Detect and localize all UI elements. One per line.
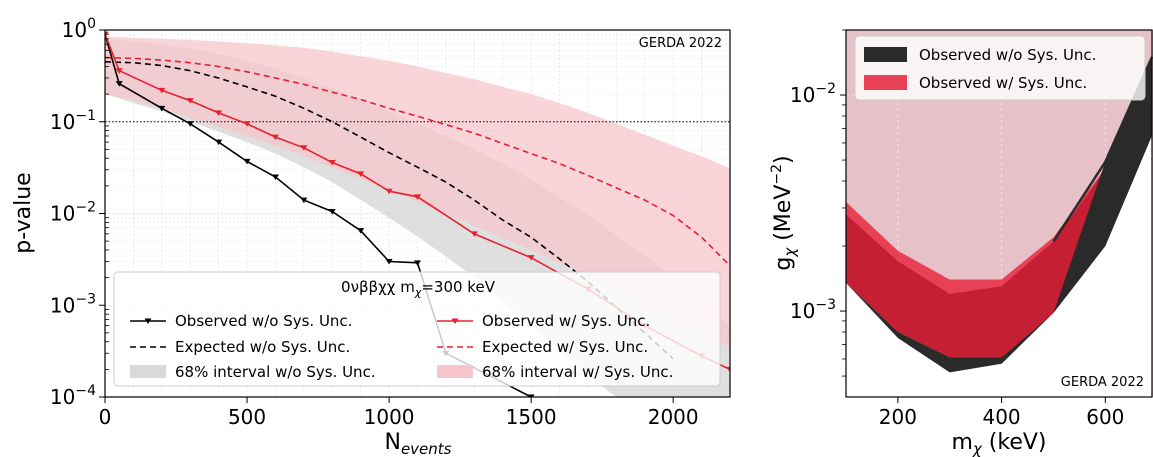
legend-label-observed-w-sys-unc-: Observed w/ Sys. Unc. [919,74,1087,92]
left-legend-items: Observed w/o Sys. Unc. Expected w/o Sys. … [130,312,673,381]
marker-observed-w-o-sys-unc- [357,228,365,234]
marker-observed-w-o-sys-unc- [158,105,166,112]
marker-observed-w-sys-unc- [186,98,194,104]
left-x-axis-label: Nevents [384,430,451,457]
marker-observed-w-sys-unc- [271,134,279,141]
y-tick-label: 10−3 [50,291,96,317]
x-tick-label: 1000 [364,405,415,429]
marker-observed-w-sys-unc- [357,171,365,177]
left-panel: 0 500 1000 1500 2000 100 10−1 10−2 10−3 10−4 GERD… [11,16,731,457]
marker-observed-w-o-sys-unc- [527,394,535,397]
left-legend-box [113,271,721,387]
y-tick-label: 10−1 [50,108,96,134]
excluded-free-region-2 [846,57,1152,397]
marker-observed-w-sys-unc- [527,255,535,261]
right-legend-box [854,35,1146,101]
marker-observed-w-o-sys-unc- [300,197,308,204]
x-tick-label: 200 [879,405,917,429]
legend-marker-observed-w-o-sys-unc- [144,318,152,324]
marker-observed-w-sys-unc- [300,145,308,151]
marker-observed-w-sys-unc- [385,188,393,195]
y-tick-label: 10−2 [50,200,96,226]
band-observed-wo-sys-unc [846,57,1152,373]
right-axes-frame [845,29,1153,398]
left-y-axis-label: p-value [11,172,36,253]
left-legend: 0νββχχ mχ=300 keV Observed w/o Sys. Unc.… [113,271,721,387]
x-tick-label: 600 [1086,405,1124,429]
marker-observed-w-sys-unc- [158,87,166,94]
line-expected-w-o-sys-unc- [105,61,674,360]
right-legend-items: Observed w/o Sys. Unc. Observed w/ Sys. U… [864,46,1096,92]
marker-observed-w-sys-unc- [414,194,421,200]
y-tick-label: 10−2 [790,81,836,107]
right-panel: 200 400 600 10−2 10−3 GERDA 2022 mχ (keV) gχ… [769,29,1153,457]
marker-observed-w-o-sys-unc- [414,260,421,266]
legend-label-observed-w-sys-unc-: Observed w/ Sys. Unc. [482,312,650,330]
marker-observed-w-sys-unc- [328,159,336,166]
x-tick-label: 400 [982,405,1020,429]
right-series [846,56,1153,397]
left-ticks: 0 500 1000 1500 2000 100 10−1 10−2 10−3 10−4 [50,16,699,429]
marker-observed-w-sys-unc- [243,121,251,127]
x-tick-label: 0 [99,405,112,429]
legend-label-expected-w-o-sys-unc-: Expected w/o Sys. Unc. [175,338,350,356]
line-observed-w-o-sys-unc- [105,33,532,397]
right-ticks: 200 400 600 10−2 10−3 [790,29,1124,429]
legend-label-observed-w-o-sys-unc-: Observed w/o Sys. Unc. [919,46,1096,64]
line-expected-w-sys-unc- [105,56,730,267]
x-tick-label: 500 [228,405,266,429]
legend-swatch-observed-w-sys-unc- [864,75,907,90]
legend-label-68-interval-w-o-sys-unc-: 68% interval w/o Sys. Unc. [175,363,376,381]
band-68-interval-w-sys-unc- [105,36,730,348]
marker-observed-w-o-sys-unc- [271,174,279,180]
marker-observed-w-o-sys-unc- [328,209,336,215]
right-legend: Observed w/o Sys. Unc. Observed w/ Sys. U… [854,35,1146,101]
marker-observed-w-sys-unc- [726,366,730,373]
left-gerda-tag: GERDA 2022 [639,36,722,51]
left-legend-title: 0νββχχ mχ=300 keV [341,278,496,299]
right-gerda-tag: GERDA 2022 [1061,375,1144,390]
legend-swatch-68-interval-w-sys-unc- [437,365,473,378]
legend-label-expected-w-sys-unc-: Expected w/ Sys. Unc. [482,338,648,356]
marker-observed-w-o-sys-unc- [243,158,251,165]
legend-swatch-68-interval-w-o-sys-unc- [130,365,166,378]
x-tick-label: 2000 [648,405,699,429]
y-tick-label: 10−3 [790,297,836,323]
marker-observed-w-sys-unc- [215,110,223,116]
marker-observed-w-o-sys-unc- [215,139,223,146]
legend-swatch-observed-w-o-sys-unc- [864,47,907,62]
marker-observed-w-sys-unc- [115,68,123,74]
y-tick-label: 100 [62,16,96,42]
legend-label-68-interval-w-sys-unc-: 68% interval w/ Sys. Unc. [482,363,673,381]
marker-observed-w-sys-unc- [470,231,478,237]
right-y-axis-label: gχ (MeV−2) [769,155,799,270]
right-x-axis-label: mχ (keV) [951,430,1046,457]
y-tick-label: 10−4 [50,383,96,409]
x-tick-label: 1500 [506,405,557,429]
marker-observed-w-o-sys-unc- [115,81,123,87]
marker-observed-w-o-sys-unc- [385,258,393,265]
marker-observed-w-o-sys-unc- [186,121,194,127]
legend-marker-observed-w-sys-unc- [451,318,459,324]
legend-label-observed-w-o-sys-unc-: Observed w/o Sys. Unc. [175,312,352,330]
